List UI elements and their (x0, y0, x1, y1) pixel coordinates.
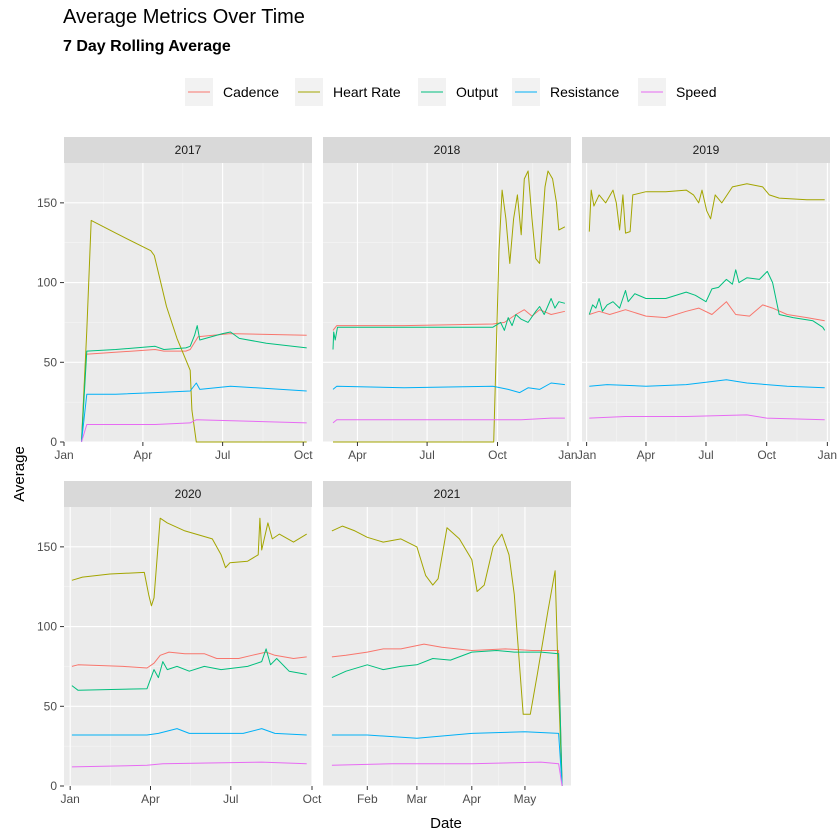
y-tick-label: 100 (37, 276, 57, 290)
x-tick-label: Jul (419, 448, 434, 462)
legend-label: Output (456, 84, 498, 100)
y-axis-title: Average (11, 446, 28, 502)
y-tick-label: 0 (50, 435, 57, 449)
facet-panel-2017: 2017 Jan Apr Jul Oct 0 50 100 150 (37, 137, 313, 462)
facet-strip (64, 481, 312, 507)
legend-label: Heart Rate (333, 84, 401, 100)
facet-strip (582, 137, 830, 163)
series-line-heart-rate (588, 183, 825, 234)
chart-subtitle: 7 Day Rolling Average (63, 38, 231, 55)
facet-strip-label: 2018 (434, 143, 461, 157)
legend-item-speed: Speed (638, 78, 716, 106)
chart-title: Average Metrics Over Time (63, 6, 305, 28)
series-line-resistance (331, 731, 563, 787)
series-line-heart-rate (81, 219, 307, 443)
x-tick-label: Oct (303, 792, 322, 806)
series-line-speed (81, 419, 307, 443)
x-tick-label: Apr (637, 448, 656, 462)
facet-strip-label: 2019 (693, 143, 720, 157)
x-tick-label: Feb (357, 792, 378, 806)
panel-background (323, 507, 571, 786)
legend-label: Resistance (550, 84, 619, 100)
legend-label: Cadence (223, 84, 279, 100)
legend-item-cadence: Cadence (185, 78, 279, 106)
x-tick-label: Jan (60, 792, 79, 806)
series-line-speed (71, 761, 307, 768)
facet-panel-2019: 2019 Jan Apr Jul Oct Jan (577, 137, 837, 462)
legend-item-output: Output (418, 78, 498, 106)
series-line-heart-rate (71, 517, 307, 607)
x-axis-title: Date (430, 815, 462, 832)
x-tick-label: Jul (223, 792, 238, 806)
x-tick-label: Jan (577, 448, 596, 462)
legend: Cadence Heart Rate Output Resistance Speed (185, 78, 716, 106)
x-tick-label: Apr (462, 792, 481, 806)
series-line-heart-rate (331, 525, 563, 787)
facet-strip-label: 2021 (434, 487, 461, 501)
facet-strip-label: 2020 (175, 487, 202, 501)
x-tick-label: Apr (348, 448, 367, 462)
y-tick-label: 150 (37, 540, 57, 554)
series-line-output (71, 648, 307, 691)
legend-label: Speed (676, 84, 716, 100)
x-tick-label: Jul (215, 448, 230, 462)
facet-strip-label: 2017 (175, 143, 202, 157)
series-line-output (332, 298, 566, 350)
series-line-cadence (331, 643, 563, 787)
y-tick-label: 50 (44, 355, 58, 369)
facet-panel-2018: 2018 Apr Jul Oct Jan (323, 137, 578, 462)
panel-background (64, 507, 312, 786)
series-line-cadence (71, 651, 307, 669)
series-line-resistance (589, 379, 825, 389)
series-line-speed (331, 761, 563, 787)
y-tick-label: 0 (50, 779, 57, 793)
series-line-cadence (589, 301, 825, 322)
facet-strip (323, 481, 571, 507)
facet-strip (64, 137, 312, 163)
series-line-speed (589, 414, 825, 421)
series-line-speed (332, 417, 565, 424)
legend-item-heart-rate: Heart Rate (295, 78, 401, 106)
y-tick-label: 50 (44, 699, 58, 713)
panel-background (64, 163, 312, 442)
x-tick-label: Jul (698, 448, 713, 462)
x-tick-label: Jan (818, 448, 837, 462)
series-line-output (81, 325, 307, 443)
x-tick-label: Oct (488, 448, 507, 462)
series-line-resistance (332, 382, 565, 394)
x-tick-label: Mar (407, 792, 428, 806)
x-tick-label: Apr (141, 792, 160, 806)
series-line-output (331, 650, 563, 787)
facet-strip (323, 137, 571, 163)
x-tick-label: Jan (54, 448, 73, 462)
panel-background (323, 163, 571, 442)
x-tick-label: Apr (134, 448, 153, 462)
y-tick-label: 150 (37, 196, 57, 210)
x-tick-label: Oct (294, 448, 313, 462)
facet-panels: 2017 Jan Apr Jul Oct 0 50 100 150 2018 Apr Jul Oct Ja… (37, 137, 837, 806)
facet-panel-2021: 2021 Feb Mar Apr May (323, 481, 571, 806)
x-tick-label: May (514, 792, 537, 806)
facet-panel-2020: 2020 Jan Apr Jul Oct 0 50 100 150 (37, 481, 322, 806)
series-line-resistance (81, 382, 307, 443)
series-line-heart-rate (333, 170, 566, 443)
legend-item-resistance: Resistance (512, 78, 619, 106)
series-line-output (588, 269, 826, 331)
series-line-resistance (71, 728, 307, 736)
x-tick-label: Oct (757, 448, 776, 462)
x-tick-label: Jan (558, 448, 577, 462)
series-line-cadence (81, 333, 307, 443)
y-tick-label: 100 (37, 620, 57, 634)
